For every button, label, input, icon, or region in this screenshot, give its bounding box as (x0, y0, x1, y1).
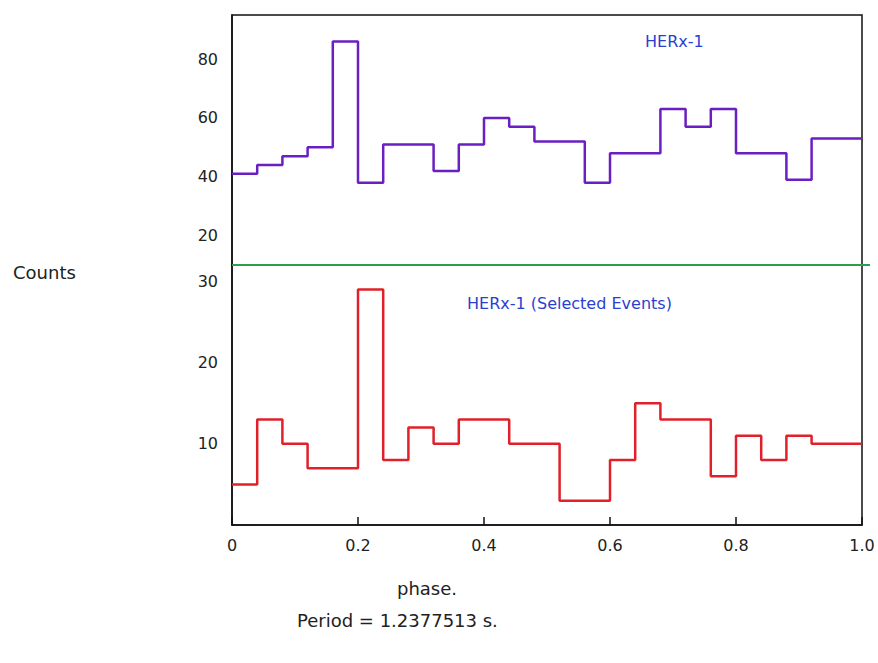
svg-text:0.8: 0.8 (723, 536, 748, 555)
svg-text:phase.: phase. (397, 578, 457, 599)
svg-text:30: 30 (198, 272, 218, 291)
svg-text:HERx-1 (Selected Events): HERx-1 (Selected Events) (467, 294, 672, 313)
svg-text:0.6: 0.6 (597, 536, 622, 555)
svg-text:20: 20 (198, 353, 218, 372)
svg-text:1.0: 1.0 (849, 536, 874, 555)
svg-text:80: 80 (198, 50, 218, 69)
svg-text:0.2: 0.2 (345, 536, 370, 555)
svg-text:Counts: Counts (13, 262, 76, 283)
svg-text:60: 60 (198, 108, 218, 127)
svg-text:10: 10 (198, 434, 218, 453)
svg-text:40: 40 (198, 167, 218, 186)
svg-text:Period = 1.2377513 s.: Period = 1.2377513 s. (297, 610, 498, 631)
svg-text:20: 20 (198, 226, 218, 245)
svg-text:0: 0 (227, 536, 237, 555)
svg-text:0.4: 0.4 (471, 536, 496, 555)
svg-text:HERx-1: HERx-1 (645, 32, 704, 51)
